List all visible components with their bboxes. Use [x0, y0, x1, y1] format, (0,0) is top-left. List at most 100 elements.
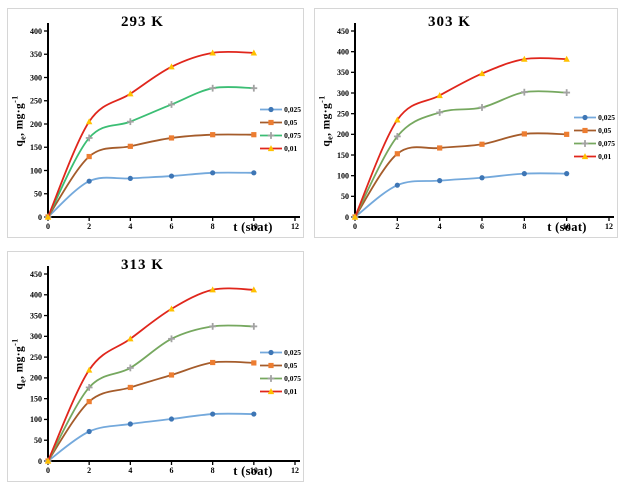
- legend-item: 0,05: [260, 361, 301, 370]
- axes: 0 50 100 150 200 250 300 350 400 450 0 2 4 6 8 10 12: [337, 23, 614, 231]
- legend-marker-square-icon: [260, 362, 283, 369]
- x-axis-label: t (soat): [233, 464, 273, 478]
- x-tick-label: 2: [87, 222, 91, 231]
- y-axis-label-part: q: [13, 382, 26, 390]
- y-axis-label-part: , mg·g: [13, 345, 26, 379]
- y-axis-label-sub: e: [325, 135, 335, 140]
- series-0,025: [45, 170, 257, 220]
- series-0,05: [45, 359, 257, 464]
- legend-marker-triangle-icon: [260, 145, 283, 152]
- legend: 0,025 0,05 0,075 0,01: [574, 113, 615, 161]
- legend-marker-plus-icon: [260, 375, 283, 382]
- legend-item: 0,025: [260, 105, 301, 114]
- x-tick-label: 4: [438, 222, 442, 231]
- x-tick-label: 0: [46, 466, 50, 475]
- x-tick-label: 10: [250, 222, 258, 231]
- x-axis-label: t (soat): [233, 220, 273, 234]
- x-tick-label: 6: [170, 466, 174, 475]
- chart-title-313k: 313 K: [121, 257, 164, 273]
- legend-item: 0,025: [260, 348, 301, 357]
- y-tick-label: 200: [30, 374, 42, 383]
- y-tick-label: 200: [30, 120, 42, 129]
- y-tick-label: 450: [337, 27, 349, 36]
- y-tick-label: 50: [34, 436, 42, 445]
- x-tick-label: 8: [211, 466, 215, 475]
- x-tick-label: 2: [87, 466, 91, 475]
- chart-title-293k: 293 K: [121, 14, 164, 30]
- legend-marker-triangle-icon: [260, 388, 283, 395]
- y-axis-label: qe, mg·g-1: [317, 95, 334, 146]
- y-tick-label: 250: [30, 353, 42, 362]
- y-tick-label: 150: [337, 151, 349, 160]
- y-tick-label: 0: [38, 457, 42, 466]
- y-axis-label-sup: -1: [10, 338, 20, 346]
- y-tick-label: 450: [30, 270, 42, 279]
- legend-label: 0,025: [284, 348, 301, 357]
- legend-marker-circle-icon: [574, 114, 597, 121]
- legend-item: 0,075: [260, 374, 301, 383]
- legend-marker-triangle-icon: [574, 153, 597, 160]
- y-tick-label: 0: [345, 213, 349, 222]
- y-tick-label: 350: [30, 311, 42, 320]
- axes: 0 50 100 150 200 250 300 350 400 0 2 4 6 8 10 12: [30, 23, 300, 231]
- x-tick-label: 6: [480, 222, 484, 231]
- legend-item: 0,05: [574, 126, 615, 135]
- x-tick-label: 8: [211, 222, 215, 231]
- y-axis-label-part: , mg·g: [13, 102, 26, 136]
- x-tick-label: 2: [395, 222, 399, 231]
- series-0,01: [44, 286, 258, 464]
- y-tick-label: 50: [341, 192, 349, 201]
- y-tick-label: 50: [34, 190, 42, 199]
- y-tick-label: 150: [30, 143, 42, 152]
- chart-canvas-313k: 0 50 100 150 200 250 300 350 400 450 0 2 4 6 8 10 12: [30, 266, 300, 475]
- y-tick-label: 300: [337, 89, 349, 98]
- legend-marker-circle-icon: [260, 106, 283, 113]
- series-0,01: [351, 55, 570, 220]
- x-axis-label: t (soat): [547, 220, 587, 234]
- y-tick-label: 350: [30, 50, 42, 59]
- legend: 0,025 0,05 0,075 0,01: [260, 348, 301, 396]
- y-axis-label-sub: e: [18, 135, 28, 140]
- y-tick-label: 350: [337, 68, 349, 77]
- legend-item: 0,025: [574, 113, 615, 122]
- y-axis-label-part: q: [320, 139, 333, 147]
- y-axis-label-part: , mg·g: [320, 102, 333, 136]
- y-tick-label: 100: [30, 166, 42, 175]
- legend-label: 0,05: [598, 126, 612, 135]
- legend-item: 0,075: [260, 131, 301, 140]
- series-0,075: [351, 88, 571, 221]
- legend-label: 0,01: [284, 144, 298, 153]
- y-tick-label: 0: [38, 213, 42, 222]
- chart-panel-293k: 0 50 100 150 200 250 300 350 400 0 2 4 6 8 10 12 293 K …: [7, 8, 304, 238]
- y-axis-label-sup: -1: [317, 95, 327, 103]
- y-tick-label: 400: [337, 47, 349, 56]
- y-tick-label: 200: [337, 130, 349, 139]
- chart-canvas-293k: 0 50 100 150 200 250 300 350 400 0 2 4 6 8 10 12: [30, 23, 300, 231]
- x-tick-label: 0: [353, 222, 357, 231]
- y-tick-label: 100: [337, 171, 349, 180]
- y-axis-label-part: q: [13, 139, 26, 147]
- legend-marker-circle-icon: [260, 349, 283, 356]
- y-axis-label: qe, mg·g-1: [10, 95, 27, 146]
- legend-label: 0,05: [284, 118, 298, 127]
- legend-label: 0,025: [284, 105, 301, 114]
- y-tick-label: 250: [30, 97, 42, 106]
- legend-item: 0,01: [260, 144, 301, 153]
- y-tick-label: 400: [30, 291, 42, 300]
- legend-label: 0,01: [598, 152, 612, 161]
- legend-marker-plus-icon: [260, 132, 283, 139]
- x-tick-label: 10: [563, 222, 571, 231]
- x-tick-label: 4: [128, 466, 132, 475]
- legend-marker-square-icon: [260, 119, 283, 126]
- legend-item: 0,01: [260, 387, 301, 396]
- y-tick-label: 400: [30, 27, 42, 36]
- legend: 0,025 0,05 0,075 0,01: [260, 105, 301, 153]
- x-tick-label: 6: [170, 222, 174, 231]
- x-tick-label: 4: [128, 222, 132, 231]
- legend-item: 0,01: [574, 152, 615, 161]
- x-tick-label: 8: [522, 222, 526, 231]
- y-tick-label: 250: [337, 109, 349, 118]
- legend-label: 0,01: [284, 387, 298, 396]
- x-tick-label: 12: [291, 222, 299, 231]
